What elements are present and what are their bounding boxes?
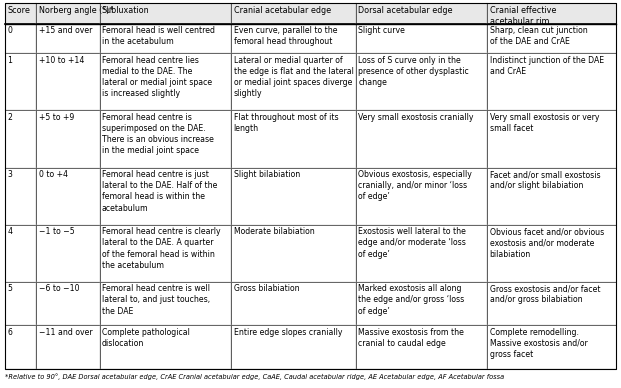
Text: Slight curve: Slight curve xyxy=(358,26,405,35)
Bar xyxy=(37,225,99,282)
Text: Gross exostosis and/or facet
and/or gross bilabiation: Gross exostosis and/or facet and/or gros… xyxy=(490,284,601,305)
Bar xyxy=(231,24,356,54)
Bar xyxy=(356,3,487,24)
Bar xyxy=(356,111,487,168)
Bar xyxy=(356,225,487,282)
Bar xyxy=(37,3,99,24)
Text: −1 to −5: −1 to −5 xyxy=(39,227,75,236)
Bar xyxy=(5,225,37,282)
Text: Massive exostosis from the
cranial to caudal edge: Massive exostosis from the cranial to ca… xyxy=(358,328,464,348)
Bar xyxy=(231,54,356,111)
Bar xyxy=(99,24,231,54)
Text: 1: 1 xyxy=(7,56,12,65)
Text: Slight bilabiation: Slight bilabiation xyxy=(233,170,300,179)
Bar xyxy=(356,168,487,225)
Text: Facet and/or small exostosis
and/or slight bilabiation: Facet and/or small exostosis and/or slig… xyxy=(490,170,601,191)
Bar xyxy=(487,225,616,282)
Bar xyxy=(356,325,487,369)
Text: Exostosis well lateral to the
edge and/or moderate ‘loss
of edge’: Exostosis well lateral to the edge and/o… xyxy=(358,227,466,258)
Bar xyxy=(487,111,616,168)
Text: 6: 6 xyxy=(7,328,12,337)
Text: Entire edge slopes cranially: Entire edge slopes cranially xyxy=(233,328,342,337)
Text: *Relative to 90°, DAE Dorsal acetabular edge, CrAE Cranial acetabular edge, CaAE: *Relative to 90°, DAE Dorsal acetabular … xyxy=(5,373,504,380)
Bar xyxy=(356,282,487,325)
Bar xyxy=(231,325,356,369)
Bar xyxy=(231,111,356,168)
Text: +5 to +9: +5 to +9 xyxy=(39,113,75,122)
Text: Flat throughout most of its
length: Flat throughout most of its length xyxy=(233,113,338,133)
Bar xyxy=(5,282,37,325)
Text: Femoral head is well centred
in the acetabulum: Femoral head is well centred in the acet… xyxy=(102,26,215,46)
Text: 3: 3 xyxy=(7,170,12,179)
Bar xyxy=(37,325,99,369)
Bar xyxy=(5,3,37,24)
Bar xyxy=(487,24,616,54)
Bar xyxy=(231,282,356,325)
Text: Sharp, clean cut junction
of the DAE and CrAE: Sharp, clean cut junction of the DAE and… xyxy=(490,26,587,46)
Text: Femoral head centre is just
lateral to the DAE. Half of the
femoral head is with: Femoral head centre is just lateral to t… xyxy=(102,170,217,213)
Text: Score: Score xyxy=(7,6,30,15)
Text: +10 to +14: +10 to +14 xyxy=(39,56,84,65)
Text: Femoral head centre is well
lateral to, and just touches,
the DAE: Femoral head centre is well lateral to, … xyxy=(102,284,210,315)
Text: Complete pathological
dislocation: Complete pathological dislocation xyxy=(102,328,190,348)
Bar xyxy=(99,168,231,225)
Bar xyxy=(99,282,231,325)
Text: Cranial effective
acetabular rim: Cranial effective acetabular rim xyxy=(490,6,556,26)
Bar xyxy=(5,111,37,168)
Text: Complete remodelling.
Massive exostosis and/or
gross facet: Complete remodelling. Massive exostosis … xyxy=(490,328,587,359)
Text: Cranial acetabular edge: Cranial acetabular edge xyxy=(233,6,330,15)
Text: Femoral head centre is
superimposed on the DAE.
There is an obvious increase
in : Femoral head centre is superimposed on t… xyxy=(102,113,214,156)
Bar xyxy=(231,3,356,24)
Bar xyxy=(99,225,231,282)
Bar xyxy=(356,54,487,111)
Text: Gross bilabiation: Gross bilabiation xyxy=(233,284,299,293)
Bar xyxy=(37,168,99,225)
Text: Obvious exostosis, especially
cranially, and/or minor ‘loss
of edge’: Obvious exostosis, especially cranially,… xyxy=(358,170,472,201)
Text: 0: 0 xyxy=(7,26,12,35)
Text: Even curve, parallel to the
femoral head throughout: Even curve, parallel to the femoral head… xyxy=(233,26,337,46)
Text: Femoral head centre is clearly
lateral to the DAE. A quarter
of the femoral head: Femoral head centre is clearly lateral t… xyxy=(102,227,220,270)
Bar xyxy=(231,168,356,225)
Text: Lateral or medial quarter of
the edge is flat and the lateral
or medial joint sp: Lateral or medial quarter of the edge is… xyxy=(233,56,353,99)
Text: Marked exostosis all along
the edge and/or gross ‘loss
of edge’: Marked exostosis all along the edge and/… xyxy=(358,284,465,315)
Bar xyxy=(99,3,231,24)
Text: Moderate bilabiation: Moderate bilabiation xyxy=(233,227,314,236)
Text: Subluxation: Subluxation xyxy=(102,6,150,15)
Bar xyxy=(37,282,99,325)
Text: 0 to +4: 0 to +4 xyxy=(39,170,68,179)
Bar xyxy=(5,325,37,369)
Bar xyxy=(37,54,99,111)
Bar xyxy=(487,325,616,369)
Bar xyxy=(5,54,37,111)
Bar xyxy=(5,24,37,54)
Text: Femoral head centre lies
medial to the DAE. The
lateral or medial joint space
is: Femoral head centre lies medial to the D… xyxy=(102,56,212,99)
Text: Dorsal acetabular edge: Dorsal acetabular edge xyxy=(358,6,453,15)
Bar xyxy=(99,325,231,369)
Text: −6 to −10: −6 to −10 xyxy=(39,284,79,293)
Text: 5: 5 xyxy=(7,284,12,293)
Bar xyxy=(487,168,616,225)
Bar xyxy=(487,3,616,24)
Bar xyxy=(487,282,616,325)
Bar xyxy=(37,24,99,54)
Text: +15 and over: +15 and over xyxy=(39,26,93,35)
Text: Norberg angle (°)*: Norberg angle (°)* xyxy=(39,6,113,15)
Bar xyxy=(5,168,37,225)
Bar xyxy=(231,225,356,282)
Bar xyxy=(99,111,231,168)
Bar xyxy=(37,111,99,168)
Text: 4: 4 xyxy=(7,227,12,236)
Bar xyxy=(356,24,487,54)
Text: Indistinct junction of the DAE
and CrAE: Indistinct junction of the DAE and CrAE xyxy=(490,56,604,76)
Text: 2: 2 xyxy=(7,113,12,122)
Text: Very small exostosis cranially: Very small exostosis cranially xyxy=(358,113,474,122)
Text: Very small exostosis or very
small facet: Very small exostosis or very small facet xyxy=(490,113,599,133)
Text: −11 and over: −11 and over xyxy=(39,328,93,337)
Text: Obvious facet and/or obvious
exostosis and/or moderate
bilabiation: Obvious facet and/or obvious exostosis a… xyxy=(490,227,604,258)
Bar xyxy=(99,54,231,111)
Bar xyxy=(487,54,616,111)
Text: Loss of S curve only in the
presence of other dysplastic
change: Loss of S curve only in the presence of … xyxy=(358,56,469,87)
